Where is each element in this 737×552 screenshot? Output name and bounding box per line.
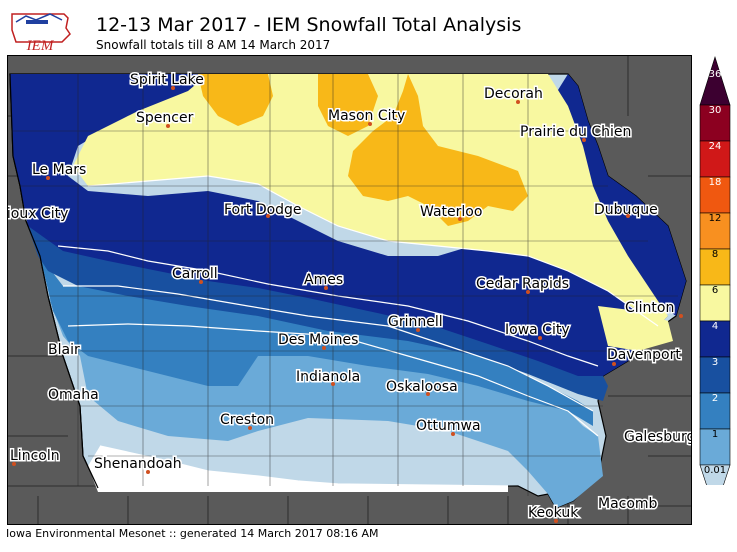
legend-swatch	[699, 284, 731, 322]
city-ames: Ames	[304, 272, 343, 288]
county-lines	[13, 74, 678, 496]
city-iowa-city: Iowa City	[505, 322, 570, 338]
city-blair: Blair	[48, 342, 80, 358]
city-labels: Spirit Lake Spencer Mason City Decorah P…	[8, 71, 692, 523]
band-trace	[88, 446, 508, 492]
legend-tick-label: 8	[712, 249, 718, 260]
city-fort-dodge: Fort Dodge	[224, 202, 302, 218]
city-markers	[12, 86, 683, 523]
legend-swatch	[699, 176, 731, 214]
city-cedar-rapids: Cedar Rapids	[476, 276, 569, 292]
city-galesburg: Galesburg	[624, 429, 692, 445]
footer-credit: Iowa Environmental Mesonet :: generated …	[6, 527, 379, 540]
band-4-6in	[10, 74, 668, 376]
legend-tick-label: 2	[712, 393, 718, 404]
legend-swatch	[699, 428, 731, 466]
band-8-12in-central	[348, 74, 528, 226]
legend-swatch	[699, 140, 731, 178]
legend-swatch	[699, 356, 731, 394]
city-carroll: Carroll	[172, 266, 218, 282]
snowfall-legend: 36 30 24 18 12 8 6 4 3 2 1 0.01	[694, 55, 736, 512]
legend-swatch	[699, 320, 731, 358]
city-waterloo: Waterloo	[420, 204, 482, 220]
city-davenport: Davenport	[607, 347, 681, 363]
legend-swatch	[699, 104, 731, 142]
svg-text:IEM: IEM	[26, 38, 55, 54]
legend-tick-label: 6	[712, 285, 718, 296]
legend-tick-label: 3	[712, 357, 718, 368]
band-8-12in-northwest	[198, 74, 273, 126]
city-creston: Creston	[220, 412, 274, 428]
city-decorah: Decorah	[484, 86, 543, 102]
snowfall-map: Spirit Lake Spencer Mason City Decorah P…	[7, 55, 692, 525]
legend-tick-label: 24	[709, 141, 722, 152]
city-shenandoah: Shenandoah	[94, 456, 182, 472]
legend-tick-label: 4	[712, 321, 718, 332]
band-6-8in	[73, 74, 668, 326]
city-oskaloosa: Oskaloosa	[386, 379, 458, 395]
city-le-mars: Le Mars	[32, 162, 86, 178]
city-prairie-du-chien: Prairie du Chien	[520, 124, 631, 140]
map-subtitle: Snowfall totals till 8 AM 14 March 2017	[96, 38, 331, 52]
city-spirit-lake: Spirit Lake	[130, 72, 204, 88]
legend-tick-label: 1	[712, 429, 718, 440]
city-indianola: Indianola	[296, 369, 360, 385]
city-sioux-city: Sioux City	[8, 206, 68, 222]
city-macomb: Macomb	[598, 496, 658, 512]
city-omaha: Omaha	[48, 387, 99, 403]
legend-swatch	[699, 212, 731, 250]
band-6-8in-east	[598, 306, 673, 351]
iem-logo: IEM	[6, 8, 86, 54]
city-des-moines: Des Moines	[278, 332, 358, 348]
city-grinnell: Grinnell	[388, 314, 443, 330]
legend-tick-label: 0.01	[704, 465, 726, 476]
legend-tick-label: 30	[709, 105, 722, 116]
city-clinton: Clinton	[625, 300, 674, 316]
city-spencer: Spencer	[136, 110, 194, 126]
band-4-6in-east	[548, 74, 686, 316]
city-mason-city: Mason City	[328, 108, 405, 124]
map-title: 12-13 Mar 2017 - IEM Snowfall Total Anal…	[96, 14, 522, 36]
city-lincoln: Lincoln	[10, 448, 60, 464]
legend-tick-label: 12	[709, 213, 722, 224]
legend-tick-label: 18	[709, 177, 722, 188]
legend-tick-label: 36	[709, 69, 722, 80]
city-keokuk: Keokuk	[528, 505, 579, 521]
legend-swatch	[699, 55, 731, 106]
city-dubuque: Dubuque	[594, 202, 658, 218]
city-ottumwa: Ottumwa	[416, 418, 481, 434]
